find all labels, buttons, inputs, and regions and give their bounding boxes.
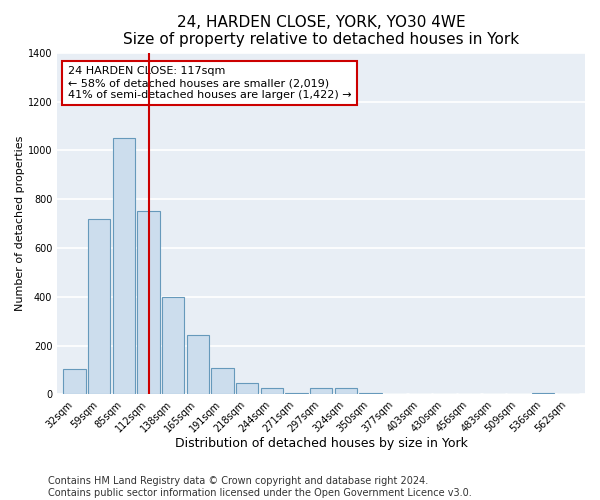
Bar	[310, 388, 332, 394]
Bar	[286, 393, 308, 394]
Bar	[532, 393, 554, 394]
Bar	[162, 297, 184, 394]
Bar	[113, 138, 135, 394]
Text: Contains HM Land Registry data © Crown copyright and database right 2024.
Contai: Contains HM Land Registry data © Crown c…	[48, 476, 472, 498]
Bar	[137, 212, 160, 394]
X-axis label: Distribution of detached houses by size in York: Distribution of detached houses by size …	[175, 437, 467, 450]
Bar	[359, 393, 382, 394]
Bar	[211, 368, 233, 394]
Bar	[187, 334, 209, 394]
Bar	[64, 369, 86, 394]
Bar	[261, 388, 283, 394]
Title: 24, HARDEN CLOSE, YORK, YO30 4WE
Size of property relative to detached houses in: 24, HARDEN CLOSE, YORK, YO30 4WE Size of…	[123, 15, 519, 48]
Bar	[236, 382, 258, 394]
Text: 24 HARDEN CLOSE: 117sqm
← 58% of detached houses are smaller (2,019)
41% of semi: 24 HARDEN CLOSE: 117sqm ← 58% of detache…	[68, 66, 352, 100]
Bar	[88, 218, 110, 394]
Y-axis label: Number of detached properties: Number of detached properties	[15, 136, 25, 312]
Bar	[335, 388, 357, 394]
